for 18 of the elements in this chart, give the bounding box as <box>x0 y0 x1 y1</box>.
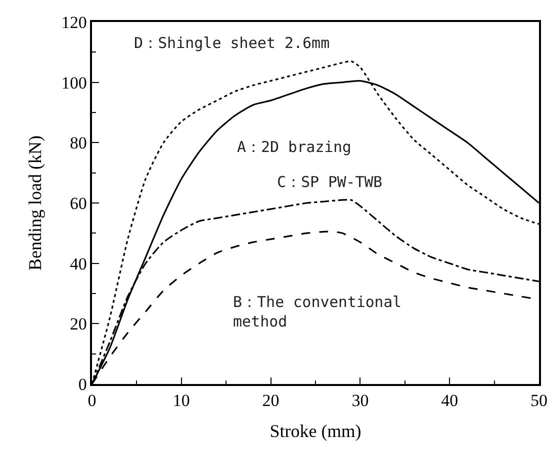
x-tick-label: 10 <box>172 391 190 410</box>
series-label: A：2D brazing <box>237 138 352 156</box>
series-label: B：The conventional method <box>233 293 402 330</box>
y-axis-title: Bending load (kN) <box>25 136 46 270</box>
y-tick-label: 40 <box>70 254 87 274</box>
y-tick-label: 20 <box>70 314 87 334</box>
y-tick-label: 80 <box>70 134 87 153</box>
series-label: C：SP PW-TWB <box>277 173 382 191</box>
y-tick-label: 100 <box>61 73 87 92</box>
x-tick-label: 20 <box>262 391 280 410</box>
x-tick-label: 30 <box>352 391 369 410</box>
series-label: D：Shingle sheet 2.6mm <box>134 34 330 52</box>
x-tick-label: 40 <box>441 391 458 410</box>
y-tick-label: 120 <box>61 12 87 32</box>
x-axis-title: Stroke (mm) <box>270 420 362 441</box>
x-tick-label: 50 <box>530 391 548 410</box>
y-tick-label: 60 <box>70 194 87 213</box>
y-tick-label: 0 <box>78 374 87 394</box>
